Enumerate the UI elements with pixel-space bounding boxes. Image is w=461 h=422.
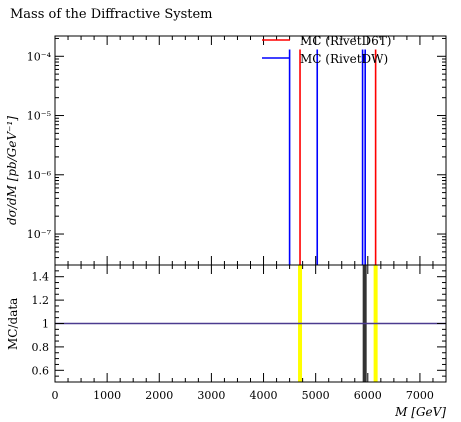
- legend-label-dw: MC (RivetDW): [300, 52, 388, 66]
- main-tick-marks: [54, 36, 447, 266]
- x-tick-label: 5000: [302, 389, 330, 402]
- ratio-y-axis-label: MC/data: [6, 298, 20, 350]
- x-tick-label: 7000: [406, 389, 434, 402]
- legend-label-d6t: MC (RivetD6T): [300, 34, 391, 48]
- legend: MC (RivetD6T) MC (RivetDW): [262, 34, 391, 66]
- x-axis-label: M [GeV]: [394, 405, 446, 419]
- x-tick-label: 2000: [145, 389, 173, 402]
- ratio-y-tick-label: 1: [42, 318, 49, 331]
- main-panel-frame: [54, 35, 447, 266]
- x-tick-label: 3000: [197, 389, 225, 402]
- main-y-tick-label: 10⁻⁵: [27, 110, 51, 123]
- x-tick-labels: 0 1000 2000 3000 4000 5000 6000 7000: [52, 389, 434, 402]
- x-tick-label: 4000: [250, 389, 278, 402]
- x-tick-label: 1000: [93, 389, 121, 402]
- x-tick-label: 6000: [354, 389, 382, 402]
- ratio-panel: 0.6 0.8 1 1.2 1.4: [32, 264, 447, 383]
- main-series: [288, 49, 377, 265]
- ratio-tick-marks: [54, 265, 447, 382]
- ratio-y-tick-label: 1.4: [32, 271, 50, 284]
- ratio-y-tick-label: 1.2: [32, 294, 50, 307]
- main-y-tick-label: 10⁻⁴: [27, 50, 52, 63]
- ratio-y-tick-labels: 0.6 0.8 1 1.2 1.4: [32, 271, 50, 378]
- x-tick-label: 0: [52, 389, 59, 402]
- ratio-y-tick-label: 0.8: [32, 341, 50, 354]
- main-y-tick-label: 10⁻⁶: [27, 169, 52, 182]
- chart-title: Mass of the Diffractive System: [10, 7, 213, 22]
- y-axis-label: dσ/dM [pb/GeV⁻¹]: [5, 116, 19, 225]
- main-y-tick-label: 10⁻⁷: [27, 228, 52, 241]
- main-y-tick-labels: 10⁻⁷ 10⁻⁶ 10⁻⁵ 10⁻⁴: [27, 50, 52, 241]
- main-panel: 10⁻⁷ 10⁻⁶ 10⁻⁵ 10⁻⁴: [27, 35, 447, 266]
- ratio-y-tick-label: 0.6: [32, 364, 50, 377]
